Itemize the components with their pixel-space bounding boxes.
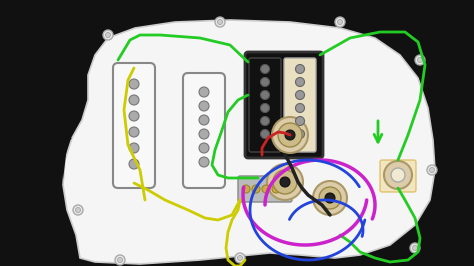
- Circle shape: [278, 123, 302, 147]
- Circle shape: [103, 30, 113, 40]
- Circle shape: [115, 255, 125, 265]
- Circle shape: [199, 129, 209, 139]
- Circle shape: [313, 181, 347, 215]
- FancyBboxPatch shape: [380, 160, 416, 192]
- Circle shape: [199, 157, 209, 167]
- Circle shape: [337, 19, 343, 24]
- Circle shape: [199, 143, 209, 153]
- FancyBboxPatch shape: [284, 58, 316, 152]
- Circle shape: [427, 165, 437, 175]
- Circle shape: [261, 117, 270, 126]
- Circle shape: [242, 185, 250, 193]
- Circle shape: [295, 117, 304, 126]
- Circle shape: [282, 185, 290, 193]
- Circle shape: [325, 193, 335, 203]
- Circle shape: [429, 168, 435, 172]
- Circle shape: [295, 130, 304, 139]
- Circle shape: [218, 19, 222, 24]
- FancyBboxPatch shape: [183, 73, 225, 188]
- FancyBboxPatch shape: [113, 63, 155, 188]
- Circle shape: [129, 79, 139, 89]
- Circle shape: [73, 205, 83, 215]
- Circle shape: [252, 185, 260, 193]
- Circle shape: [280, 177, 290, 187]
- Circle shape: [272, 185, 280, 193]
- Circle shape: [285, 130, 295, 140]
- Circle shape: [215, 17, 225, 27]
- Circle shape: [391, 168, 405, 182]
- Circle shape: [262, 185, 270, 193]
- FancyBboxPatch shape: [249, 58, 281, 152]
- Circle shape: [235, 253, 245, 263]
- Circle shape: [199, 101, 209, 111]
- FancyBboxPatch shape: [245, 52, 323, 158]
- Circle shape: [237, 256, 243, 260]
- Circle shape: [272, 117, 308, 153]
- Circle shape: [261, 130, 270, 139]
- Circle shape: [335, 17, 345, 27]
- Circle shape: [129, 159, 139, 169]
- Circle shape: [118, 257, 122, 263]
- Circle shape: [199, 115, 209, 125]
- Circle shape: [418, 57, 422, 63]
- Circle shape: [129, 95, 139, 105]
- Circle shape: [273, 170, 297, 194]
- Polygon shape: [62, 138, 72, 180]
- Circle shape: [129, 127, 139, 137]
- Circle shape: [295, 64, 304, 73]
- FancyBboxPatch shape: [238, 176, 292, 202]
- Circle shape: [75, 207, 81, 213]
- Polygon shape: [63, 20, 435, 264]
- Circle shape: [261, 77, 270, 86]
- Circle shape: [415, 55, 425, 65]
- Circle shape: [412, 246, 418, 251]
- Circle shape: [267, 164, 303, 200]
- Circle shape: [129, 143, 139, 153]
- Circle shape: [261, 103, 270, 113]
- Circle shape: [295, 77, 304, 86]
- Circle shape: [295, 90, 304, 99]
- Circle shape: [261, 64, 270, 73]
- Circle shape: [410, 243, 420, 253]
- Circle shape: [106, 32, 110, 38]
- Circle shape: [384, 161, 412, 189]
- Circle shape: [319, 187, 341, 209]
- Circle shape: [129, 111, 139, 121]
- Circle shape: [199, 87, 209, 97]
- Circle shape: [295, 103, 304, 113]
- Circle shape: [261, 90, 270, 99]
